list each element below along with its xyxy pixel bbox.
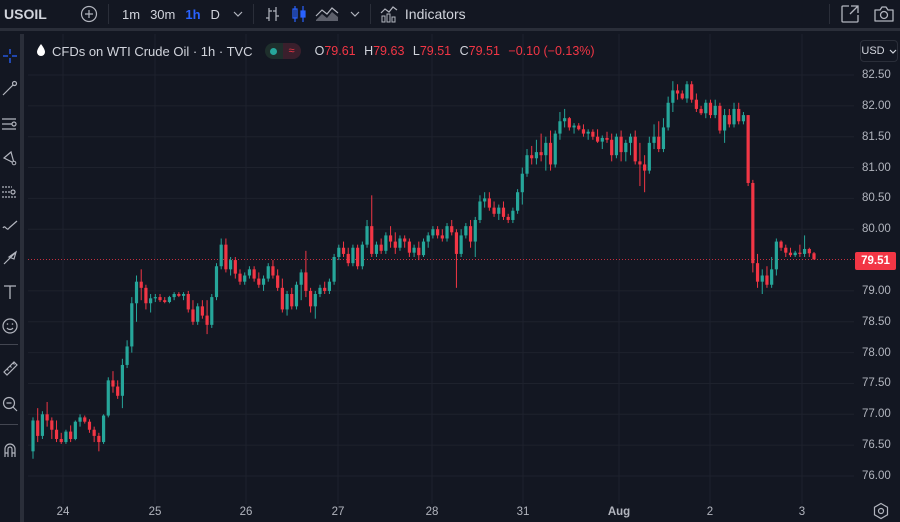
close-label: C — [459, 44, 469, 58]
emoji-icon[interactable] — [0, 314, 20, 338]
zoom-in-icon[interactable] — [0, 392, 20, 416]
chevron-down-icon — [889, 49, 897, 54]
crosshair-icon[interactable] — [0, 44, 20, 68]
market-open-icon — [264, 43, 283, 59]
data-delayed-icon: ≈ — [282, 43, 301, 59]
brush-icon[interactable] — [0, 214, 20, 238]
chevron-down-icon[interactable] — [231, 11, 245, 17]
bars-icon[interactable] — [262, 5, 284, 23]
fullscreen-icon[interactable] — [838, 4, 862, 24]
horizontal-lines-icon[interactable] — [0, 112, 20, 136]
time-tick-label: 26 — [239, 506, 253, 518]
price-tick-label: 79.00 — [862, 284, 891, 297]
price-tick-label: 78.50 — [862, 315, 891, 328]
candles-icon[interactable] — [288, 5, 310, 23]
price-tick-label: 77.00 — [862, 408, 891, 421]
low-label: L — [412, 44, 420, 58]
ruler-icon[interactable] — [0, 356, 20, 380]
close-value: 79.51 — [468, 44, 500, 58]
low-value: 79.51 — [419, 44, 452, 58]
time-tick-label: 3 — [798, 506, 806, 518]
price-tick-label: 77.50 — [862, 377, 891, 390]
currency-label: USD — [861, 45, 885, 57]
divider — [0, 344, 18, 345]
currency-select[interactable]: USD — [860, 40, 898, 62]
timeframe-1m[interactable]: 1m — [122, 6, 141, 22]
fib-icon[interactable] — [0, 180, 20, 204]
timeframe-d[interactable]: D — [210, 6, 220, 22]
drawing-toolbar — [0, 34, 24, 522]
timeframe-30m[interactable]: 30m — [150, 6, 176, 22]
last-price-label: 79.51 — [855, 252, 896, 270]
price-tick-label: 82.00 — [862, 99, 891, 112]
divider — [829, 4, 830, 24]
high-value: 79.63 — [373, 44, 405, 58]
symbol-search-button[interactable]: USOIL — [4, 6, 47, 22]
settings-icon[interactable] — [872, 502, 890, 520]
open-label: O — [314, 44, 325, 58]
time-tick-label: 2 — [706, 506, 714, 518]
ohlc-values: O79.61 H79.63 L79.51 C79.51 −0.10 (−0.13… — [315, 44, 595, 58]
price-tick-label: 76.00 — [862, 470, 891, 482]
price-tick-label: 80.00 — [862, 223, 891, 236]
plus-circle-icon[interactable] — [78, 3, 100, 25]
trend-line-icon[interactable] — [0, 76, 20, 100]
price-tick-label: 80.50 — [862, 192, 891, 205]
market-status-pill[interactable]: ≈ — [264, 43, 301, 59]
top-toolbar: USOIL 1m 30m 1h D Indicators — [0, 0, 900, 31]
arrow-icon[interactable] — [0, 246, 20, 270]
open-value: 79.61 — [324, 44, 356, 58]
time-tick-label: 27 — [331, 506, 345, 518]
change-value: −0.10 (−0.13%) — [508, 44, 595, 58]
camera-icon[interactable] — [872, 5, 896, 23]
time-tick-label: 25 — [148, 506, 162, 518]
chevron-down-icon[interactable] — [348, 11, 362, 17]
time-tick-label: 24 — [56, 506, 70, 518]
timeframe-1h[interactable]: 1h — [185, 6, 201, 22]
time-tick-label: Aug — [607, 506, 631, 518]
price-tick-label: 78.00 — [862, 346, 891, 359]
candlestick-chart[interactable] — [28, 34, 854, 504]
text-icon[interactable] — [0, 280, 20, 304]
time-tick-label: 28 — [425, 506, 439, 518]
divider — [108, 4, 109, 24]
price-tick-label: 81.50 — [862, 130, 891, 143]
time-tick-label: 31 — [516, 506, 530, 518]
magnet-icon[interactable] — [0, 438, 20, 462]
oil-drop-icon — [36, 43, 46, 59]
divider — [252, 4, 254, 24]
divider — [0, 424, 18, 425]
price-tick-label: 81.00 — [862, 161, 891, 174]
indicators-icon[interactable] — [379, 5, 399, 23]
price-tick-label: 76.50 — [862, 439, 891, 452]
divider — [369, 4, 371, 24]
indicators-button[interactable]: Indicators — [404, 6, 466, 22]
high-label: H — [364, 44, 374, 58]
area-icon[interactable] — [314, 5, 340, 23]
symbol-title[interactable]: CFDs on WTI Crude Oil · 1h · TVC — [52, 43, 253, 59]
pattern-icon[interactable] — [0, 146, 20, 170]
chart-legend: CFDs on WTI Crude Oil · 1h · TVC ≈ O79.6… — [36, 42, 595, 60]
price-tick-label: 82.50 — [862, 69, 891, 81]
